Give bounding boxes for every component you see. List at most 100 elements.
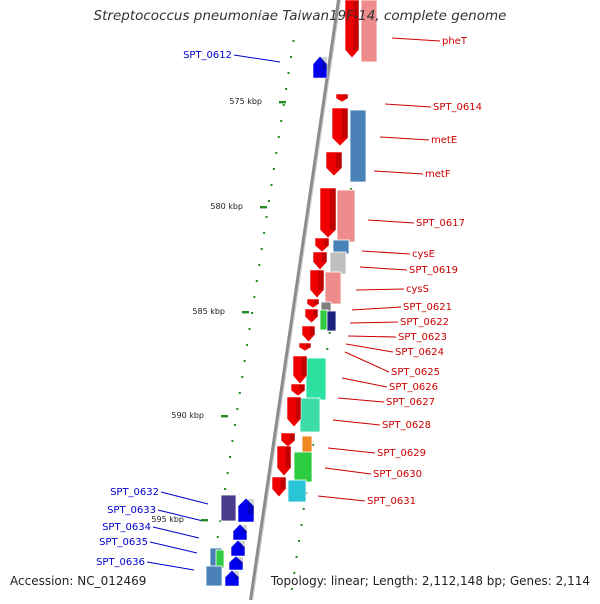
reverse-gene-arrow[interactable] (280, 432, 296, 448)
gene-label-metE[interactable]: metE (431, 135, 457, 146)
forward-gene-arrow[interactable] (312, 55, 328, 79)
gene-label-SPT_0634[interactable]: SPT_0634 (102, 522, 151, 533)
gene-label-SPT_0631[interactable]: SPT_0631 (367, 496, 416, 507)
reverse-gene-arrow[interactable] (319, 187, 337, 239)
scale-dot (272, 168, 275, 170)
reverse-gene-arrow[interactable] (290, 383, 306, 397)
gene-label-SPT_0635[interactable]: SPT_0635 (99, 537, 148, 548)
gene-label-SPT_0617[interactable]: SPT_0617 (416, 218, 465, 229)
leader-line (233, 54, 281, 63)
scale-dot (238, 392, 241, 394)
leader-line (337, 397, 385, 403)
feature-box (293, 451, 313, 483)
gene-label-cysS[interactable]: cysS (406, 284, 429, 295)
gene-label-SPT_0633[interactable]: SPT_0633 (107, 505, 156, 516)
leader-line (146, 561, 195, 571)
topology-text: Topology: linear; Length: 2,112,148 bp; … (270, 574, 590, 588)
label-leader-lines (146, 37, 441, 571)
scale-dot (226, 472, 229, 474)
scale-dot (292, 40, 295, 42)
feature-box (305, 357, 327, 401)
scale-dot (290, 56, 292, 58)
feature-box (324, 271, 342, 305)
reverse-gene-arrow[interactable] (306, 298, 320, 309)
strand-dot (293, 572, 296, 574)
reverse-gene-arrow[interactable] (314, 237, 330, 253)
reverse-gene-arrow[interactable] (304, 308, 319, 324)
leader-line (344, 351, 390, 373)
forward-gene-arrow[interactable] (237, 497, 255, 523)
scale-dot (268, 200, 270, 202)
reverse-gene-arrow[interactable] (271, 476, 287, 498)
gene-label-SPT_0621[interactable]: SPT_0621 (403, 302, 452, 313)
strand-dot (326, 348, 329, 350)
gene-label-SPT_0626[interactable]: SPT_0626 (389, 382, 438, 393)
gene-label-SPT_0630[interactable]: SPT_0630 (373, 469, 422, 480)
genome-backbone (249, 0, 341, 601)
gene-label-SPT_0622[interactable]: SPT_0622 (400, 317, 449, 328)
gene-label-metF[interactable]: metF (425, 169, 451, 180)
gene-label-pheT[interactable]: pheT (442, 36, 468, 47)
leader-line (332, 419, 381, 426)
forward-gene-arrow[interactable] (232, 523, 248, 541)
scale-tick (279, 101, 286, 104)
leader-line (149, 541, 198, 554)
leader-line (359, 266, 408, 271)
scale-dot (231, 440, 234, 442)
forward-gene-arrow[interactable] (230, 539, 246, 557)
leader-line (355, 288, 405, 291)
gene-label-SPT_0623[interactable]: SPT_0623 (398, 332, 447, 343)
feature-box (329, 251, 347, 275)
gene-label-SPT_0636[interactable]: SPT_0636 (96, 557, 145, 568)
strand-dot (302, 508, 305, 510)
scale-dot (216, 536, 219, 538)
scale-tick (221, 415, 228, 418)
reverse-gene-arrow[interactable] (286, 396, 302, 428)
leader-line (160, 491, 209, 505)
reverse-gene-arrow[interactable] (301, 325, 316, 343)
leader-line (152, 526, 200, 539)
gene-label-SPT_0632[interactable]: SPT_0632 (110, 487, 159, 498)
gene-label-SPT_0612[interactable]: SPT_0612 (183, 50, 232, 61)
scale-dot (246, 344, 249, 346)
scale-dot (265, 216, 268, 218)
gene-label-SPT_0619[interactable]: SPT_0619 (409, 265, 458, 276)
forward-gene-arrow[interactable] (228, 555, 244, 571)
gene-label-SPT_0614[interactable]: SPT_0614 (433, 102, 482, 113)
annotation-boxes (205, 0, 378, 587)
leader-line (351, 306, 402, 311)
leader-line (367, 219, 415, 224)
scale-dot (255, 280, 258, 282)
reverse-gene-arrow[interactable] (309, 269, 325, 299)
gene-label-SPT_0627[interactable]: SPT_0627 (386, 397, 435, 408)
reverse-gene-arrow[interactable] (331, 107, 349, 147)
reverse-gene-arrow[interactable] (298, 342, 312, 352)
gene-arrows (224, 0, 360, 587)
feature-box (326, 310, 337, 332)
strand-dot (290, 588, 293, 590)
forward-gene-arrow[interactable] (224, 569, 240, 587)
feature-box (336, 189, 356, 243)
genome-title: Streptococcus pneumoniae Taiwan19F-14, c… (93, 8, 507, 24)
reverse-gene-arrow[interactable] (325, 151, 343, 177)
gene-label-SPT_0628[interactable]: SPT_0628 (382, 420, 431, 431)
backbone-line (249, 0, 341, 601)
scale-dot (241, 376, 244, 378)
accession-text: Accession: NC_012469 (10, 574, 147, 588)
leader-line (327, 447, 376, 454)
reverse-gene-arrow[interactable] (335, 93, 349, 103)
gene-label-SPT_0625[interactable]: SPT_0625 (391, 367, 440, 378)
leader-line (373, 170, 424, 175)
scale-dot (287, 72, 290, 74)
gene-label-cysE[interactable]: cysE (412, 249, 435, 260)
reverse-gene-arrow[interactable] (292, 355, 308, 385)
reverse-gene-arrow[interactable] (312, 251, 328, 271)
strand-dot (328, 332, 331, 334)
leader-line (379, 136, 430, 141)
gene-label-SPT_0629[interactable]: SPT_0629 (377, 448, 426, 459)
gene-label-SPT_0624[interactable]: SPT_0624 (395, 347, 444, 358)
reverse-gene-arrow[interactable] (276, 445, 292, 477)
reverse-gene-arrow[interactable] (344, 0, 360, 59)
